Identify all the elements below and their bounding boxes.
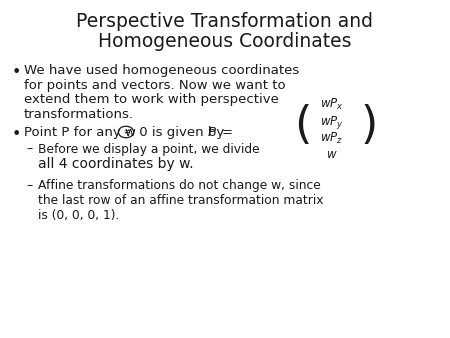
Text: $w$: $w$ [326,148,338,161]
Text: $wP_x$: $wP_x$ [320,97,344,112]
Text: transformations.: transformations. [24,107,134,121]
Text: is (0, 0, 0, 1).: is (0, 0, 0, 1). [38,209,119,221]
Text: $wP_y$: $wP_y$ [320,114,344,131]
Text: –: – [26,143,32,155]
Text: ≠: ≠ [123,127,129,137]
Text: •: • [12,65,22,80]
Text: Homogeneous Coordinates: Homogeneous Coordinates [98,32,352,51]
Text: Before we display a point, we divide: Before we display a point, we divide [38,143,260,155]
Text: $wP_z$: $wP_z$ [320,131,344,146]
Text: extend them to work with perspective: extend them to work with perspective [24,93,279,106]
Text: (: ( [295,104,312,147]
Text: $P\ =$: $P\ =$ [207,126,234,139]
Text: ): ) [360,104,377,147]
Text: –: – [26,179,32,193]
Text: 0 is given by: 0 is given by [135,126,229,139]
Text: all 4 coordinates by w.: all 4 coordinates by w. [38,157,194,171]
Text: Perspective Transformation and: Perspective Transformation and [76,12,373,31]
Text: •: • [12,127,22,142]
Text: for points and vectors. Now we want to: for points and vectors. Now we want to [24,78,286,92]
Text: the last row of an affine transformation matrix: the last row of an affine transformation… [38,194,324,207]
Text: We have used homogeneous coordinates: We have used homogeneous coordinates [24,64,299,77]
Text: Affine transformations do not change w, since: Affine transformations do not change w, … [38,179,321,193]
Text: Point P for any w: Point P for any w [24,126,140,139]
